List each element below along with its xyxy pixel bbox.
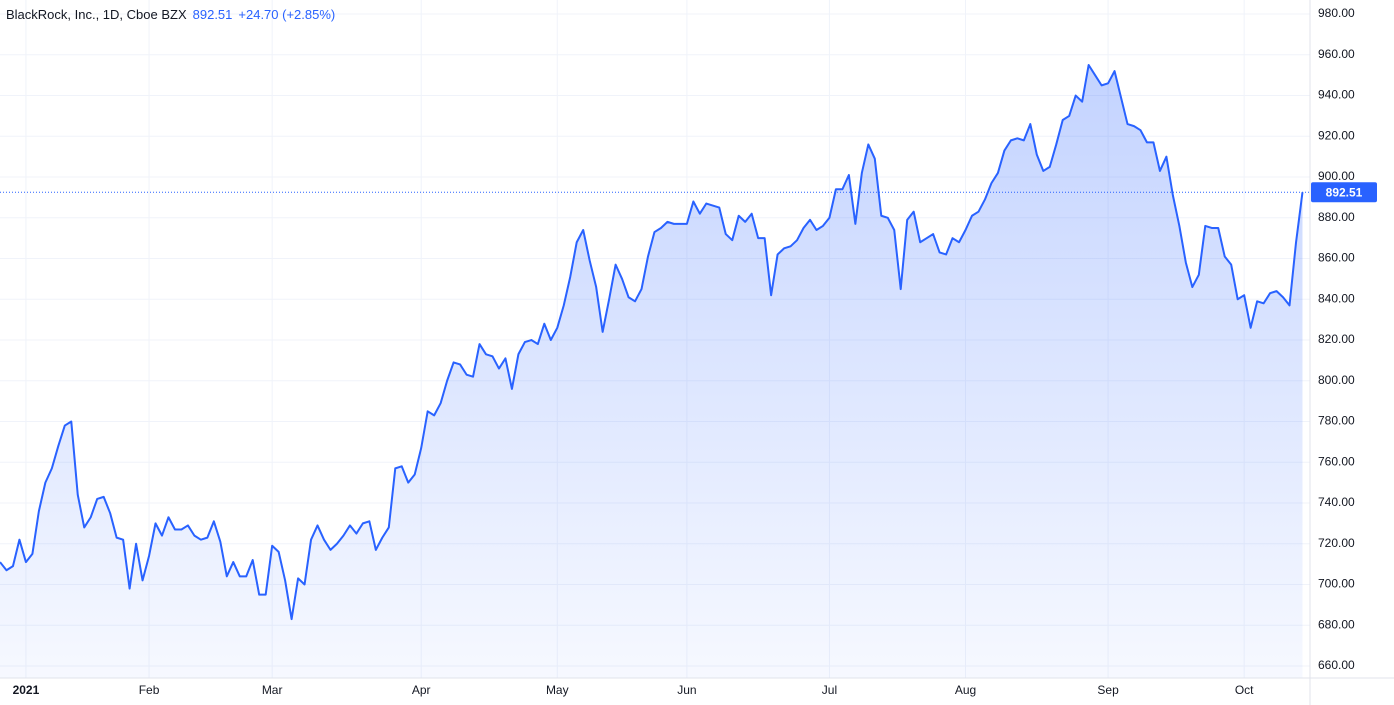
x-tick-label: Aug <box>955 683 976 697</box>
x-tick-label: Jul <box>822 683 837 697</box>
x-tick-label: Mar <box>262 683 283 697</box>
y-tick-label: 780.00 <box>1318 414 1355 428</box>
price-change: +24.70 (+2.85%) <box>238 7 336 22</box>
axes: 660.00 680.00 700.00 720.00 740.00 760.00 780.… <box>13 6 1377 697</box>
plot-area <box>0 63 1310 678</box>
price-line <box>0 63 1304 621</box>
x-tick-label: 2021 <box>13 683 40 697</box>
area-fill <box>0 64 1303 678</box>
x-tick-label: Apr <box>412 683 431 697</box>
y-tick-label: 700.00 <box>1318 577 1355 591</box>
last-price-tag <box>1311 182 1377 203</box>
y-tick-label: 800.00 <box>1318 373 1355 387</box>
y-tick-label: 720.00 <box>1318 536 1355 550</box>
last-price: 892.51 <box>192 7 233 22</box>
x-tick-label: May <box>546 683 569 697</box>
y-tick-label: 820.00 <box>1318 332 1355 346</box>
y-tick-label: 920.00 <box>1318 128 1355 142</box>
x-tick-label: Sep <box>1097 683 1119 697</box>
y-tick-label: 860.00 <box>1318 251 1355 265</box>
y-tick-label: 660.00 <box>1318 658 1355 672</box>
y-tick-label: 680.00 <box>1318 617 1355 631</box>
y-tick-label: 880.00 <box>1318 210 1355 224</box>
y-tick-label: 760.00 <box>1318 454 1355 468</box>
legend-header: BlackRock, Inc., 1D, Cboe BZX 892.51 +24.7… <box>6 7 335 22</box>
symbol-title: BlackRock, Inc., 1D, Cboe BZX <box>6 7 187 22</box>
y-tick-label: 740.00 <box>1318 495 1355 509</box>
y-tick-label: 900.00 <box>1318 169 1355 183</box>
x-tick-label: Jun <box>677 683 696 697</box>
y-tick-label: 840.00 <box>1318 291 1355 305</box>
y-tick-label: 960.00 <box>1318 47 1355 61</box>
y-tick-label: 980.00 <box>1318 6 1355 20</box>
x-tick-label: Feb <box>139 683 160 697</box>
y-tick-label: 940.00 <box>1318 88 1355 102</box>
x-tick-label: Oct <box>1235 683 1254 697</box>
last-price-label: 892.51 <box>1326 185 1363 199</box>
